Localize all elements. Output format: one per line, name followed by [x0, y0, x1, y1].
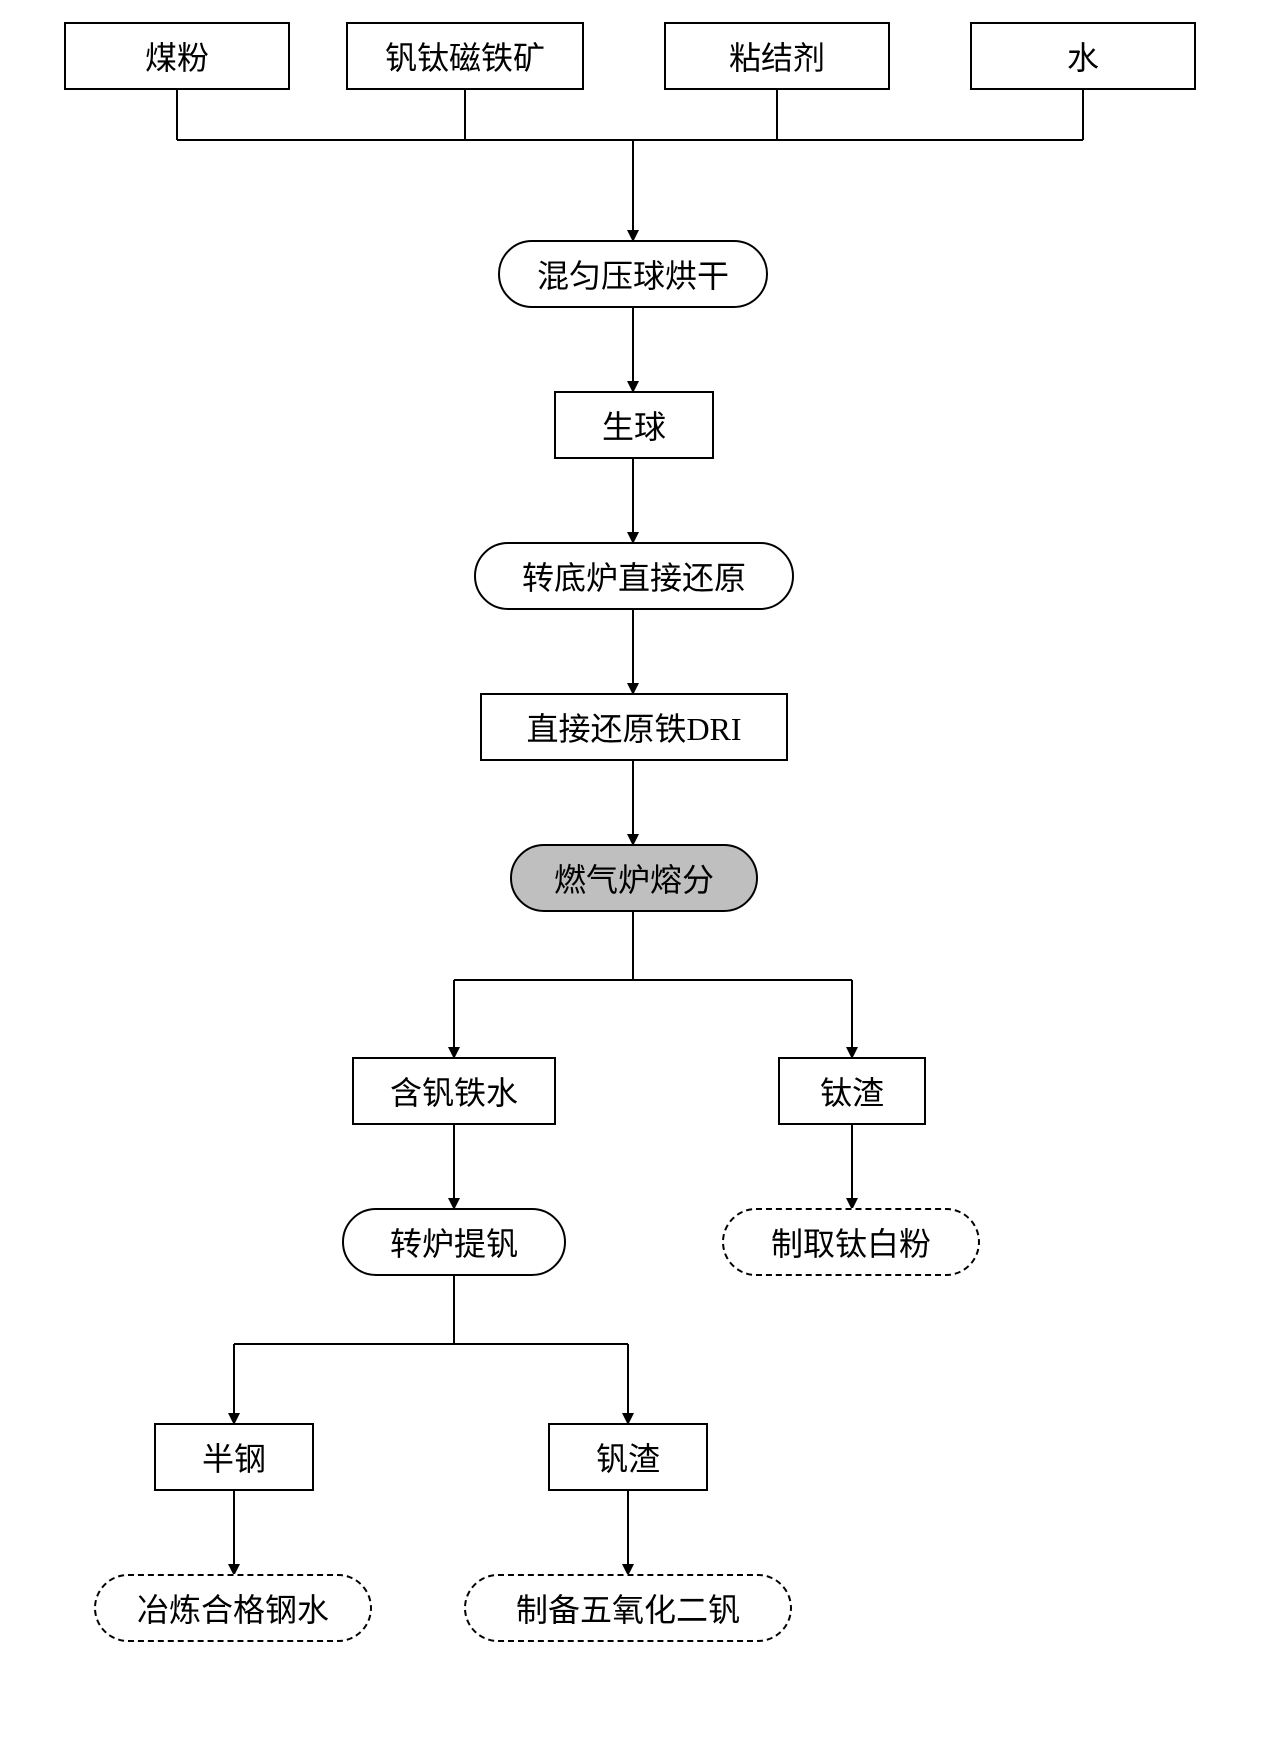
node-input-water: 水 [970, 22, 1196, 90]
node-gas-furnace: 燃气炉熔分 [510, 844, 758, 912]
label: 燃气炉熔分 [554, 855, 714, 901]
node-semi-steel: 半钢 [154, 1423, 314, 1491]
node-steel-product: 冶炼合格钢水 [94, 1574, 372, 1642]
label: 转底炉直接还原 [522, 553, 746, 599]
label: 转炉提钒 [390, 1219, 518, 1265]
node-dri: 直接还原铁DRI [480, 693, 788, 761]
label: 半钢 [202, 1434, 266, 1480]
label: 钒钛磁铁矿 [385, 33, 545, 79]
node-input-binder: 粘结剂 [664, 22, 890, 90]
node-v2o5-product: 制备五氧化二钒 [464, 1574, 792, 1642]
node-green-pellet: 生球 [554, 391, 714, 459]
node-input-coal: 煤粉 [64, 22, 290, 90]
label: 钒渣 [596, 1434, 660, 1480]
label: 水 [1067, 33, 1099, 79]
label: 钛渣 [820, 1068, 884, 1114]
label: 煤粉 [145, 33, 209, 79]
node-v-slag: 钒渣 [548, 1423, 708, 1491]
node-input-ore: 钒钛磁铁矿 [346, 22, 584, 90]
node-ti-slag: 钛渣 [778, 1057, 926, 1125]
node-rhf-reduction: 转底炉直接还原 [474, 542, 794, 610]
node-tio2-product: 制取钛白粉 [722, 1208, 980, 1276]
label: 冶炼合格钢水 [137, 1585, 329, 1631]
label: 直接还原铁DRI [526, 704, 741, 750]
flowchart-container: 煤粉 钒钛磁铁矿 粘结剂 水 混匀压球烘干 生球 转底炉直接还原 直接还原铁DR… [0, 0, 1265, 1757]
node-v-iron: 含钒铁水 [352, 1057, 556, 1125]
node-mix-press-dry: 混匀压球烘干 [498, 240, 768, 308]
label: 生球 [602, 402, 666, 448]
node-converter-v: 转炉提钒 [342, 1208, 566, 1276]
label: 制备五氧化二钒 [516, 1585, 740, 1631]
label: 含钒铁水 [390, 1068, 518, 1114]
label: 粘结剂 [729, 33, 825, 79]
label: 制取钛白粉 [771, 1219, 931, 1265]
label: 混匀压球烘干 [537, 251, 729, 297]
